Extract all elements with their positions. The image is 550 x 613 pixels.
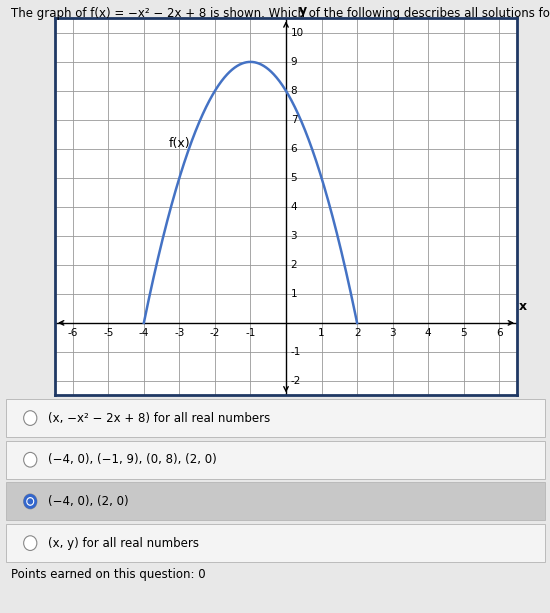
Text: -2: -2 — [290, 376, 301, 386]
Text: 7: 7 — [290, 115, 297, 125]
Text: 5: 5 — [460, 328, 467, 338]
Text: 9: 9 — [290, 57, 297, 67]
Text: 8: 8 — [290, 86, 297, 96]
Text: x: x — [519, 300, 527, 313]
Text: 1: 1 — [290, 289, 297, 299]
Text: 4: 4 — [425, 328, 431, 338]
Text: (x, −x² − 2x + 8) for all real numbers: (x, −x² − 2x + 8) for all real numbers — [48, 411, 270, 425]
Text: -1: -1 — [290, 347, 301, 357]
Text: 2: 2 — [290, 260, 297, 270]
Text: (−4, 0), (−1, 9), (0, 8), (2, 0): (−4, 0), (−1, 9), (0, 8), (2, 0) — [48, 453, 217, 466]
Text: y: y — [299, 4, 306, 17]
Text: 2: 2 — [354, 328, 360, 338]
Text: f(x): f(x) — [169, 137, 190, 150]
Text: -5: -5 — [103, 328, 113, 338]
Text: 3: 3 — [290, 231, 297, 241]
Text: Points earned on this question: 0: Points earned on this question: 0 — [11, 568, 206, 581]
Text: (−4, 0), (2, 0): (−4, 0), (2, 0) — [48, 495, 129, 508]
Text: 4: 4 — [290, 202, 297, 212]
Text: -6: -6 — [68, 328, 78, 338]
Text: 6: 6 — [496, 328, 503, 338]
Text: 10: 10 — [290, 28, 304, 38]
Text: (x, y) for all real numbers: (x, y) for all real numbers — [48, 536, 199, 550]
Text: -3: -3 — [174, 328, 185, 338]
Text: 3: 3 — [389, 328, 396, 338]
Text: -2: -2 — [210, 328, 220, 338]
Text: 6: 6 — [290, 144, 297, 154]
Text: 5: 5 — [290, 173, 297, 183]
Text: -4: -4 — [139, 328, 149, 338]
Text: -1: -1 — [245, 328, 256, 338]
Text: The graph of f(x) = −x² − 2x + 8 is shown. Which of the following describes all : The graph of f(x) = −x² − 2x + 8 is show… — [11, 7, 550, 20]
Text: 1: 1 — [318, 328, 325, 338]
